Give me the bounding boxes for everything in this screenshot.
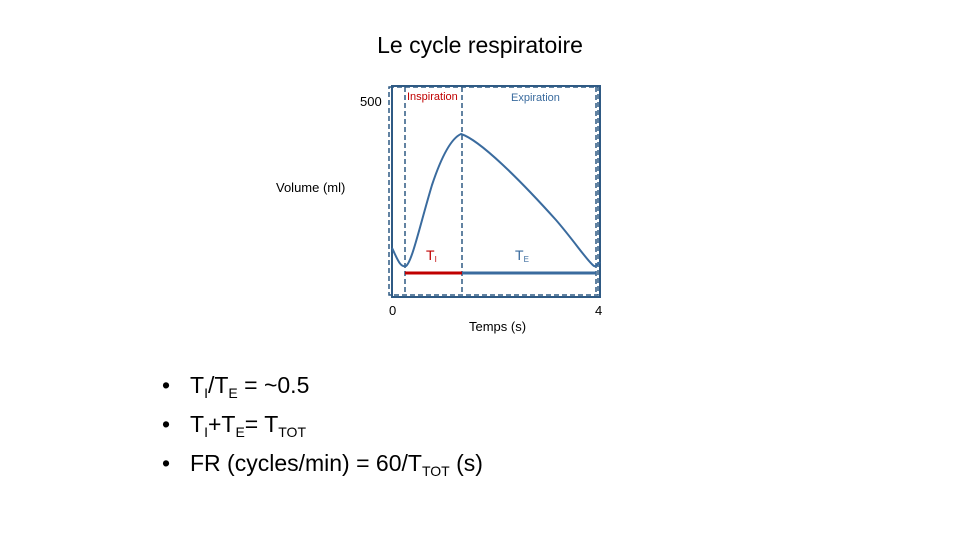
bullet-fr-formula: • FR (cycles/min) = 60/TTOT (s)	[162, 450, 483, 479]
bullet-dot: •	[162, 411, 171, 437]
bullet-dot: •	[162, 450, 171, 476]
x-tick-4: 4	[595, 303, 603, 318]
bullet-ti-plus-te: • TI+TE= TTOT	[162, 411, 306, 440]
volume-curve	[391, 132, 601, 268]
expiration-label: Expiration	[511, 92, 560, 104]
x-axis-label: Temps (s)	[469, 319, 527, 334]
te-label: TE	[515, 247, 529, 264]
plot-dashed-frame	[388, 86, 599, 296]
ti-label: TI	[426, 247, 437, 264]
inspiration-label: Inspiration	[407, 91, 458, 103]
plot-frame	[391, 85, 601, 298]
y-tick-500: 500	[360, 94, 382, 109]
y-axis-label: Volume (ml)	[276, 180, 346, 195]
bullet-list: • TI/TE = ~0.5 • TI+TE= TTOT • FR (cycle…	[162, 370, 483, 487]
bullet-dot: •	[162, 372, 171, 398]
x-tick-0: 0	[389, 303, 397, 318]
bullet-ti-te-ratio: • TI/TE = ~0.5	[162, 372, 310, 401]
slide-title: Le cycle respiratoire	[377, 32, 583, 58]
